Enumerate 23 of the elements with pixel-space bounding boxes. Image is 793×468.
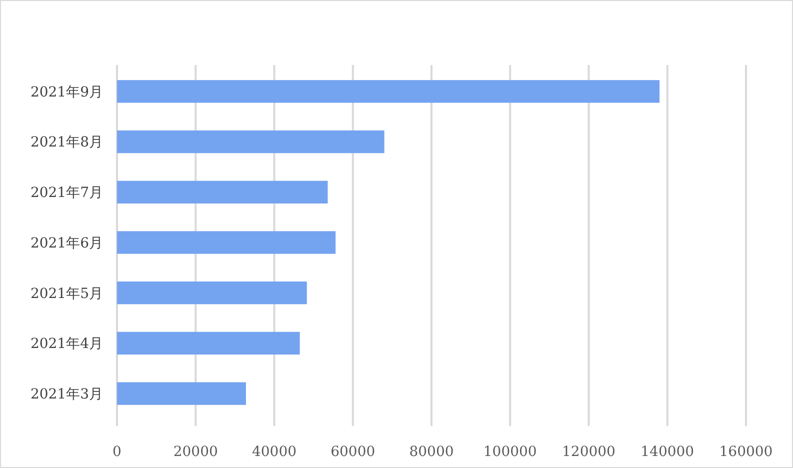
bar [117, 231, 336, 254]
x-tick-label: 140000 [640, 444, 694, 460]
y-tick-label: 2021年5月 [30, 286, 103, 302]
bar [117, 180, 328, 204]
bar [117, 282, 307, 304]
x-tick-label: 40000 [252, 444, 297, 460]
y-tick-label: 2021年3月 [30, 386, 103, 402]
bar [117, 130, 384, 154]
y-tick-label: 2021年9月 [30, 84, 103, 100]
x-tick-label: 120000 [562, 444, 616, 460]
y-tick-label: 2021年6月 [30, 235, 103, 252]
y-tick-label: 2021年7月 [30, 185, 103, 202]
x-tick-label: 100000 [483, 444, 537, 460]
x-tick-label: 60000 [330, 444, 376, 460]
bar [117, 382, 246, 405]
x-tick-label: 0 [112, 444, 122, 460]
y-tick-label: 2021年8月 [30, 134, 103, 151]
x-tick-label: 80000 [409, 444, 454, 460]
x-tick-label: 20000 [173, 444, 218, 460]
bar [117, 80, 660, 103]
x-tick-label: 160000 [719, 444, 773, 460]
bar [117, 332, 300, 355]
y-tick-label: 2021年4月 [30, 336, 103, 352]
